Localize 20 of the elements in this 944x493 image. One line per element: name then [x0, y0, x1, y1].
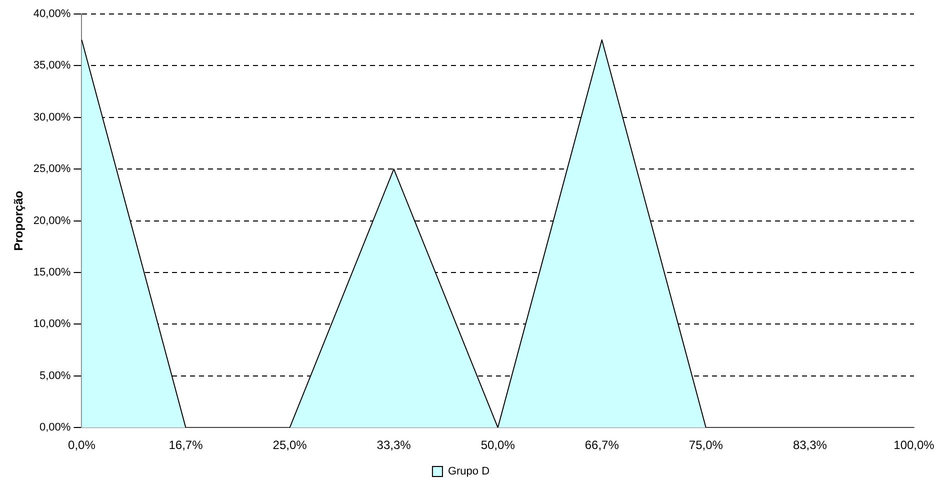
x-tick-label: 25,0% — [272, 438, 308, 452]
y-tick-label: 25,00% — [33, 163, 71, 176]
x-tick-label: 83,3% — [792, 438, 828, 452]
x-tick-label: 50,0% — [480, 438, 516, 452]
y-tick-label: 40,00% — [33, 8, 71, 20]
x-tick-label: 33,3% — [376, 438, 412, 452]
y-tick-label: 20,00% — [33, 214, 71, 227]
y-axis-title: Proporção — [12, 190, 26, 251]
y-tick-label: 15,00% — [33, 266, 71, 279]
x-tick-label: 100,0% — [894, 438, 935, 452]
legend-label: Grupo D — [448, 466, 490, 478]
y-tick-label: 5,00% — [40, 370, 71, 382]
x-tick-label: 75,0% — [688, 438, 724, 452]
x-tick-label: 16,7% — [168, 438, 204, 452]
x-tick-label: 0,0% — [68, 438, 96, 452]
y-tick-label: 30,00% — [33, 111, 71, 124]
y-tick-label: 0,00% — [40, 422, 71, 434]
x-tick-label: 66,7% — [584, 438, 620, 452]
y-tick-label: 35,00% — [33, 60, 71, 72]
y-tick-label: 10,00% — [33, 318, 71, 330]
